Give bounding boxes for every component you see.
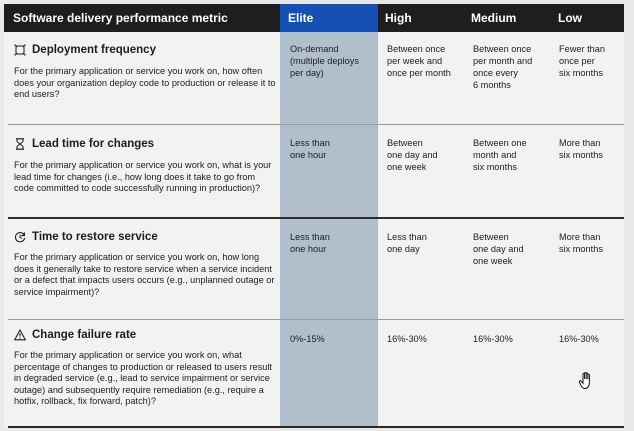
row-title-label: Change failure rate <box>32 329 137 341</box>
cell-high: Between one day and one week <box>387 138 438 172</box>
header-metric: Software delivery performance metric <box>13 11 228 25</box>
row-title-label: Lead time for changes <box>32 138 155 150</box>
table-bottom-rule <box>8 426 624 428</box>
cell-low: More than six months <box>559 138 603 160</box>
row-title-time-to-restore: Time to restore service <box>14 231 158 243</box>
header-high: High <box>385 11 412 25</box>
metrics-table: Software delivery performance metric Eli… <box>4 4 624 428</box>
row-title-change-failure-rate: Change failure rate <box>14 329 136 341</box>
row-description: For the primary application or service y… <box>14 350 272 407</box>
header-low: Low <box>558 11 582 25</box>
row-description: For the primary application or service y… <box>14 160 272 194</box>
cell-low: Fewer than once per six months <box>559 44 605 78</box>
row-divider <box>8 124 624 125</box>
elite-column-highlight <box>280 32 378 427</box>
cell-high: Between once per week and once per month <box>387 44 451 78</box>
cell-high: Less than one day <box>387 232 427 254</box>
row-description: For the primary application or service y… <box>14 66 276 100</box>
header-medium: Medium <box>471 11 517 25</box>
row-title-label: Time to restore service <box>32 231 158 243</box>
deployment-icon <box>14 44 26 56</box>
restore-icon <box>14 232 26 243</box>
cell-high: 16%-30% <box>387 334 427 344</box>
row-title-deployment-frequency: Deployment frequency <box>14 44 156 56</box>
cell-low: 16%-30% <box>559 334 599 344</box>
cell-medium: Between one month and six months <box>473 138 527 172</box>
row-title-label: Deployment frequency <box>32 44 156 56</box>
elite-header-highlight <box>280 4 378 32</box>
cell-elite: On-demand (multiple deploys per day) <box>290 44 359 78</box>
cell-elite: 0%-15% <box>290 334 325 344</box>
cell-elite: Less than one hour <box>290 232 330 254</box>
row-description: For the primary application or service y… <box>14 252 275 297</box>
row-divider <box>8 217 624 219</box>
table-header: Software delivery performance metric Eli… <box>4 4 624 32</box>
cell-medium: Between once per month and once every 6 … <box>473 44 533 90</box>
hand-cursor-icon <box>578 371 590 390</box>
row-title-lead-time: Lead time for changes <box>14 138 154 150</box>
cell-medium: 16%-30% <box>473 334 513 344</box>
header-elite: Elite <box>288 11 314 25</box>
cell-elite: Less than one hour <box>290 138 330 160</box>
warning-icon <box>14 329 26 341</box>
row-divider <box>8 319 624 320</box>
cell-medium: Between one day and one week <box>473 232 524 266</box>
cell-low: More than six months <box>559 232 603 254</box>
hourglass-icon <box>16 138 24 150</box>
